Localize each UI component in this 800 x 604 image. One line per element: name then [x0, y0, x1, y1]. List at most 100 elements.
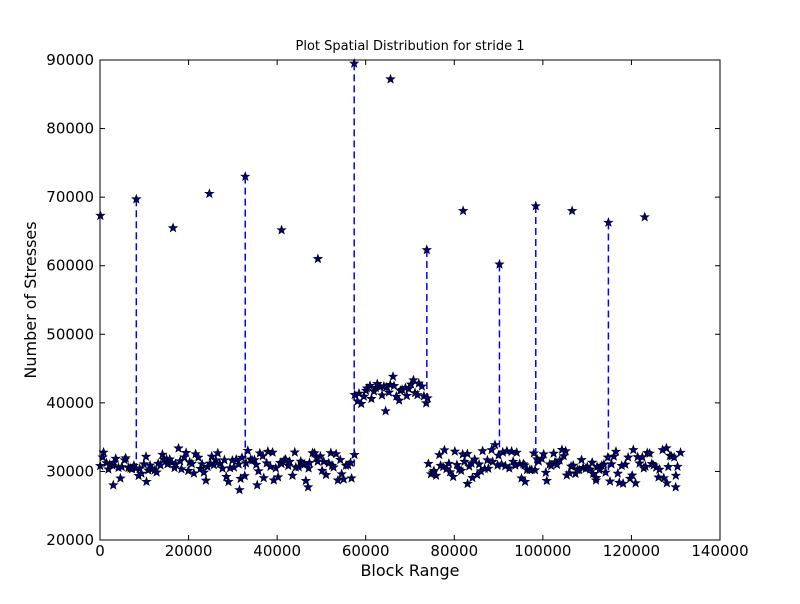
data-point: [198, 467, 210, 477]
data-point: [280, 454, 291, 464]
data-point: [640, 461, 651, 472]
data-point: [504, 462, 515, 473]
data-point-spike: [603, 217, 614, 227]
data-point: [387, 371, 399, 382]
data-point: [617, 478, 629, 488]
data-point: [558, 450, 569, 461]
data-point: [364, 380, 376, 391]
data-point: [634, 457, 645, 468]
data-point: [188, 467, 200, 478]
data-point: [416, 380, 428, 391]
data-point-outlier: [234, 484, 245, 495]
data-point: [462, 448, 473, 459]
data-point: [661, 442, 672, 453]
data-point: [627, 469, 638, 480]
data-point: [658, 472, 669, 483]
data-point: [672, 461, 683, 472]
data-point: [383, 386, 395, 397]
axes-frame: [99, 59, 721, 541]
data-point: [608, 451, 620, 461]
x-tick-label: 20000: [165, 542, 213, 560]
data-point: [600, 466, 611, 477]
data-point-spike: [421, 244, 433, 255]
data-point: [206, 450, 217, 461]
data-point: [477, 445, 488, 456]
data-point: [401, 390, 413, 401]
data-point: [116, 461, 128, 472]
x-tick-label: 60000: [342, 542, 390, 560]
data-point: [482, 454, 493, 465]
x-tick-label: 100000: [514, 542, 571, 560]
data-point: [366, 393, 377, 404]
data-point: [284, 456, 295, 467]
data-point-outlier: [380, 405, 391, 416]
data-point: [176, 463, 187, 474]
data-point-outlier: [661, 477, 672, 488]
data-point: [403, 383, 414, 394]
y-axis-ticks: 20000 30000 40000 50000 60000 70000 80000 90000: [46, 51, 720, 549]
data-point: [258, 472, 269, 483]
data-point: [540, 467, 551, 478]
data-point: [604, 475, 616, 486]
data-point: [325, 447, 336, 458]
data-point: [594, 464, 605, 475]
data-point: [630, 477, 641, 488]
data-point: [612, 468, 624, 478]
data-point: [300, 475, 312, 486]
data-point-spike: [530, 200, 541, 211]
data-point: [451, 459, 463, 470]
x-tick-label: 80000: [430, 542, 478, 560]
data-point: [439, 444, 450, 455]
data-point: [265, 461, 276, 472]
data-point: [376, 389, 388, 400]
data-point: [358, 391, 370, 401]
data-point: [538, 448, 549, 459]
data-point: [317, 465, 328, 476]
data-point-outlier: [303, 481, 314, 492]
data-point: [610, 446, 622, 457]
data-point: [486, 444, 497, 455]
data-point: [663, 461, 674, 472]
data-point: [391, 391, 402, 401]
data-point-spike: [566, 205, 578, 216]
data-point-outlier: [108, 479, 119, 490]
data-point: [267, 447, 278, 457]
data-point: [315, 450, 326, 461]
data-point: [287, 470, 298, 480]
data-point: [529, 464, 541, 475]
chart-title: Plot Spatial Distribution for stride 1: [296, 39, 525, 54]
data-point: [606, 458, 617, 469]
y-tick-label: 60000: [46, 257, 94, 275]
x-tick-label: 120000: [603, 542, 660, 560]
data-point: [196, 458, 208, 469]
data-point: [541, 475, 553, 486]
data-point-outlier: [251, 479, 263, 490]
data-point: [223, 476, 234, 487]
data-point: [443, 458, 455, 469]
data-point: [193, 452, 204, 462]
data-point: [428, 465, 440, 476]
data-point: [249, 454, 260, 465]
data-point: [668, 451, 680, 462]
data-point: [519, 459, 530, 470]
y-tick-label: 80000: [46, 120, 94, 138]
data-point: [587, 457, 598, 467]
y-tick-label: 20000: [46, 531, 94, 549]
data-point-outlier: [590, 474, 602, 485]
y-tick-label: 30000: [46, 462, 94, 480]
data-point: [487, 456, 498, 467]
data-point: [200, 475, 212, 485]
data-point-spike: [131, 193, 142, 204]
data-point: [620, 459, 631, 469]
data-point: [408, 374, 419, 385]
data-point: [242, 445, 254, 456]
data-point: [120, 452, 131, 463]
y-axis-label: Number of Stresses: [21, 221, 40, 378]
data-point: [412, 389, 423, 400]
y-tick-label: 70000: [46, 188, 94, 206]
data-point: [289, 446, 301, 457]
data-point: [473, 458, 485, 469]
data-point: [183, 465, 194, 476]
data-point-spike: [494, 258, 505, 269]
data-point: [253, 465, 264, 476]
